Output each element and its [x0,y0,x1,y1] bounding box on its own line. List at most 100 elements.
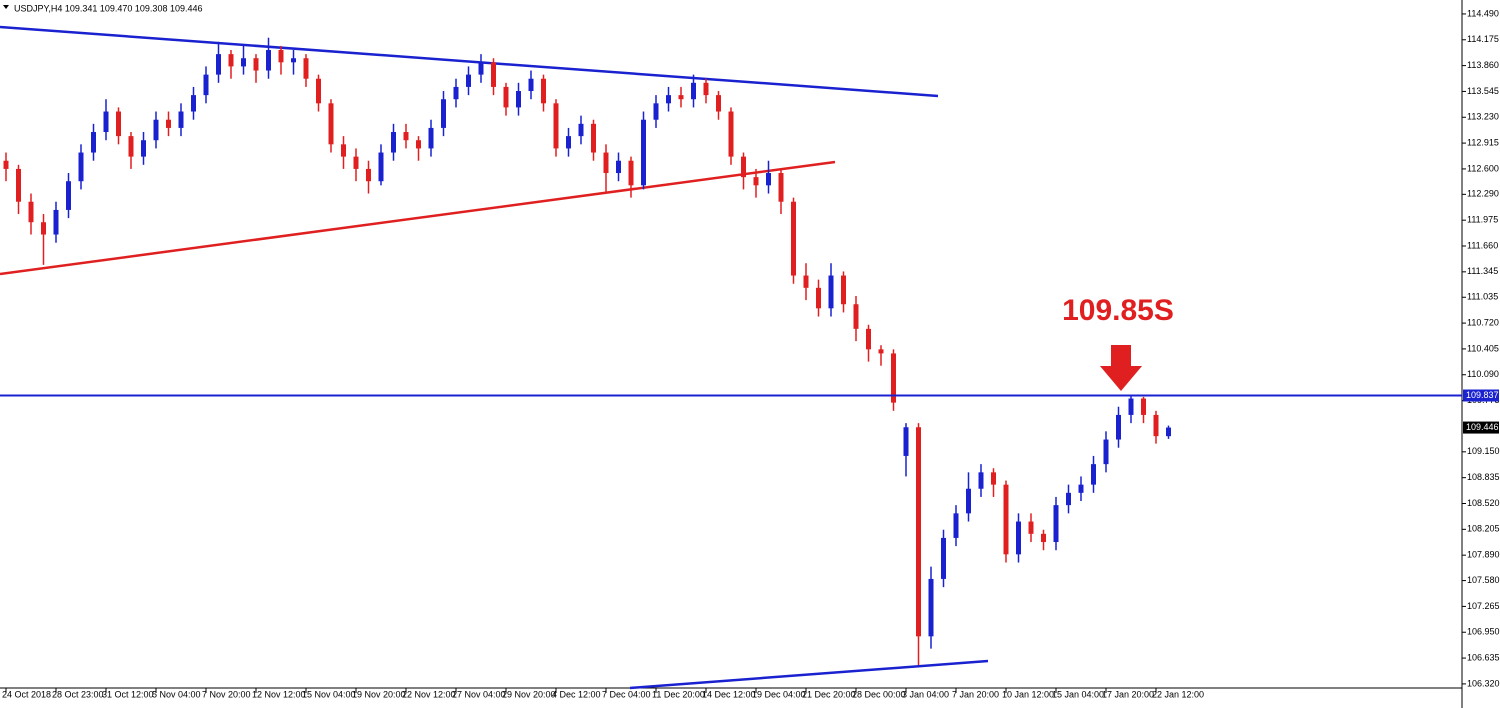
candle-body [166,119,171,128]
y-tick-label: 108.835 [1467,472,1500,482]
candle-body [366,168,371,182]
candle-body [928,578,934,637]
candle-body [603,152,609,174]
y-tick-label: 111.345 [1467,266,1498,276]
candle-body [878,349,884,354]
candle-body [1003,484,1009,555]
candle-body [153,119,159,141]
candle-body [216,54,221,75]
candle-body [728,111,734,157]
candle-body [716,95,721,112]
y-tick-label: 113.545 [1467,86,1499,96]
candle-body [903,427,909,456]
candle-body [28,201,34,223]
candle-body [553,103,559,149]
x-tick-label: 29 Nov 20:00 [502,689,556,699]
candle-body [1103,439,1109,465]
candle-body [41,222,46,235]
candle-body [616,160,621,174]
candle-body [503,86,509,108]
annotation: 109.85S [1062,294,1174,327]
candle-body [891,353,896,403]
x-tick-label: 21 Dec 20:00 [802,689,856,699]
y-tick-label: 110.090 [1467,369,1499,379]
candle-body [1116,414,1121,440]
x-tick-label: 14 Dec 12:00 [702,689,756,699]
y-tick-label: 114.175 [1467,34,1499,44]
candle-body [303,58,309,79]
y-tick-label: 111.975 [1467,215,1498,225]
candle-body [778,173,784,202]
y-tick-label: 110.405 [1467,343,1499,353]
candle-body [478,62,484,75]
candle-body [591,123,596,153]
y-tick-label: 107.265 [1467,601,1500,611]
candle-body [578,123,584,137]
candle-body [116,111,121,137]
candle-body [491,62,496,87]
y-tick-label: 112.290 [1467,189,1499,199]
candle-body [641,119,646,186]
candle-body [78,152,84,182]
x-tick-label: 7 Dec 04:00 [602,689,651,699]
level-label: 109.837 [1466,390,1499,400]
y-tick-label: 114.490 [1467,8,1499,18]
candle-body [278,50,284,63]
y-tick-label: 107.890 [1467,550,1500,560]
candle-body [453,86,459,100]
candle-body [528,78,534,92]
support-trendline [0,160,836,276]
candle-body [1016,521,1021,555]
x-tick-label: 7 Nov 20:00 [202,689,251,699]
candle-body [1053,505,1059,543]
candle-body [266,50,271,71]
menu-triangle [3,5,9,9]
candle-body [16,168,21,202]
y-tick-label: 109.150 [1467,446,1500,456]
x-tick-label: 19 Dec 04:00 [752,689,806,699]
y-tick-label: 112.915 [1467,137,1499,147]
x-tick-label: 19 Nov 20:00 [352,689,406,699]
y-tick-label: 107.580 [1467,575,1500,585]
candle-body [1153,414,1159,437]
candle-body [353,156,359,169]
candle-body [741,156,746,178]
candle-body [66,181,71,210]
candle-body [691,82,696,100]
x-tick-label: 28 Oct 23:00 [52,689,104,699]
x-tick-label: 12 Nov 12:00 [252,689,306,699]
current-price-box [1463,421,1499,434]
candle-body [966,488,971,514]
candle-body [941,537,946,579]
candle-body [628,160,634,186]
candle-body [1091,464,1096,485]
candle-body [103,111,109,133]
y-tick-label: 106.635 [1467,652,1500,662]
x-tick-label: 17 Jan 20:00 [1102,689,1154,699]
candle-body [391,132,396,153]
y-tick-label: 111.660 [1467,240,1498,250]
candle-body [441,99,446,128]
candle-body [228,54,234,67]
x-tick-label: 10 Jan 12:00 [1002,689,1054,699]
candle-body [1066,492,1071,506]
x-tick-label: 31 Oct 12:00 [102,689,154,699]
x-tick-label: 28 Dec 00:00 [852,689,906,699]
x-tick-label: 22 Nov 12:00 [402,689,456,699]
y-tick-label: 106.950 [1467,627,1500,637]
candle-body [328,103,334,145]
candle-body [516,91,521,108]
x-tick-label: 3 Jan 04:00 [902,689,949,699]
candle-body [203,74,209,96]
candle-body [378,152,384,182]
x-tick-label: 27 Nov 04:00 [452,689,506,699]
candle-body [316,78,321,104]
candle-body [241,58,246,67]
candle-body [766,173,771,186]
candle-body [341,144,346,157]
candle-body [978,472,984,489]
x-tick-label: 15 Jan 04:00 [1052,689,1104,699]
candle-body [566,136,571,149]
candle-body [1028,521,1034,534]
